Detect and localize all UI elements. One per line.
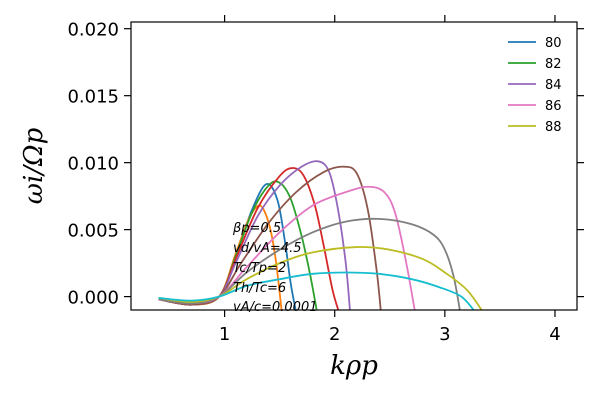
plot-frame bbox=[130, 21, 578, 311]
annotation-beta: βp=0.5 bbox=[232, 221, 281, 236]
legend-label: 84 bbox=[545, 78, 562, 93]
series-line-10 bbox=[158, 271, 475, 310]
y-tick-label: 0.020 bbox=[67, 20, 119, 41]
x-tick-label: 4 bbox=[549, 324, 560, 345]
y-tick-label: 0.000 bbox=[67, 288, 119, 309]
x-axis-label: kρp bbox=[330, 351, 378, 381]
annotation-va-c: vA/c=0.0001 bbox=[233, 300, 318, 315]
annotation-drift: vd/vA=4.5 bbox=[233, 241, 301, 256]
x-tick-label: 3 bbox=[439, 324, 450, 345]
annotation-block: βp=0.5 vd/vA=4.5 Tc/Tp=2 Th/Tc=6 vA/c=0.… bbox=[232, 221, 318, 315]
series-layer bbox=[158, 160, 483, 310]
x-tick-label: 2 bbox=[329, 324, 340, 345]
y-tick-label: 0.010 bbox=[67, 154, 119, 175]
y-tick-label: 0.015 bbox=[67, 87, 119, 108]
legend-label: 86 bbox=[545, 99, 562, 114]
legend: 80 82 84 86 88 bbox=[508, 36, 562, 135]
annotation-th-tc: Th/Tc=6 bbox=[233, 281, 286, 296]
legend-label: 80 bbox=[545, 36, 562, 51]
y-tick-label: 0.005 bbox=[67, 221, 119, 242]
x-tick-label: 1 bbox=[219, 324, 230, 345]
y-axis-label: ωi/Ωp bbox=[19, 127, 49, 204]
legend-label: 88 bbox=[545, 120, 562, 135]
annotation-tc-tp: Tc/Tp=2 bbox=[233, 261, 286, 276]
legend-label: 82 bbox=[545, 57, 562, 72]
tick-layer: 1 2 3 4 0.000 0.005 0.010 0.015 0.020 bbox=[67, 15, 584, 345]
